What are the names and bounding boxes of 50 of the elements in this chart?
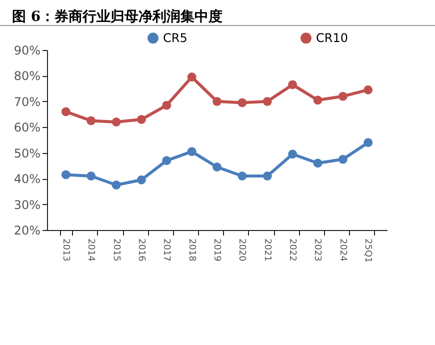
legend-label: CR5: [163, 31, 188, 46]
point: [112, 118, 121, 126]
x-tick-label: 2021: [262, 238, 272, 262]
point: [288, 150, 298, 159]
x-tick-label: 2023: [312, 238, 322, 262]
legend-label: CR10: [316, 31, 348, 46]
x-tick-label: 2014: [86, 238, 96, 262]
point: [212, 162, 222, 172]
y-tick-label: 20%: [14, 224, 40, 238]
x-tick-label: 2016: [136, 238, 146, 262]
point: [212, 96, 222, 106]
x-tick-label: 2015: [110, 238, 121, 262]
x-tick-label: 2017: [161, 238, 172, 262]
x-tick-label: 2020: [236, 238, 247, 262]
point: [313, 158, 322, 168]
point: [238, 172, 247, 180]
point: [187, 72, 196, 82]
point: [288, 80, 298, 90]
chart-title: 图 6：券商行业归母净利润集中度: [0, 0, 435, 26]
x-tick-label: 2019: [212, 238, 222, 262]
x-tick-label: 2024: [337, 238, 348, 262]
y-tick-label: 40%: [14, 172, 40, 186]
point: [262, 172, 272, 180]
x-tick-label: 2013: [60, 238, 70, 262]
y-tick-label: 90%: [14, 44, 40, 58]
point: [136, 114, 146, 124]
y-tick-label: 70%: [14, 94, 40, 109]
point: [61, 170, 70, 180]
y-tick-label: 80%: [14, 69, 40, 84]
point: [162, 100, 172, 110]
y-tick-label: 60%: [14, 120, 40, 135]
point: [364, 138, 373, 148]
point: [313, 96, 322, 105]
point: [86, 116, 96, 126]
point: [238, 98, 247, 108]
y-tick-label: 30%: [14, 198, 40, 212]
point: [338, 154, 348, 164]
point: [262, 96, 272, 106]
point: [187, 147, 196, 156]
point: [338, 92, 348, 101]
point: [86, 172, 96, 180]
point: [112, 180, 121, 190]
point: [61, 107, 70, 116]
point: [364, 85, 373, 94]
x-tick-label: 25Q1: [362, 238, 373, 263]
x-tick-label: 2022: [287, 238, 298, 262]
y-tick-label: 50%: [14, 146, 40, 160]
point: [136, 175, 146, 184]
x-tick-label: 2018: [186, 238, 196, 262]
point: [162, 156, 172, 166]
